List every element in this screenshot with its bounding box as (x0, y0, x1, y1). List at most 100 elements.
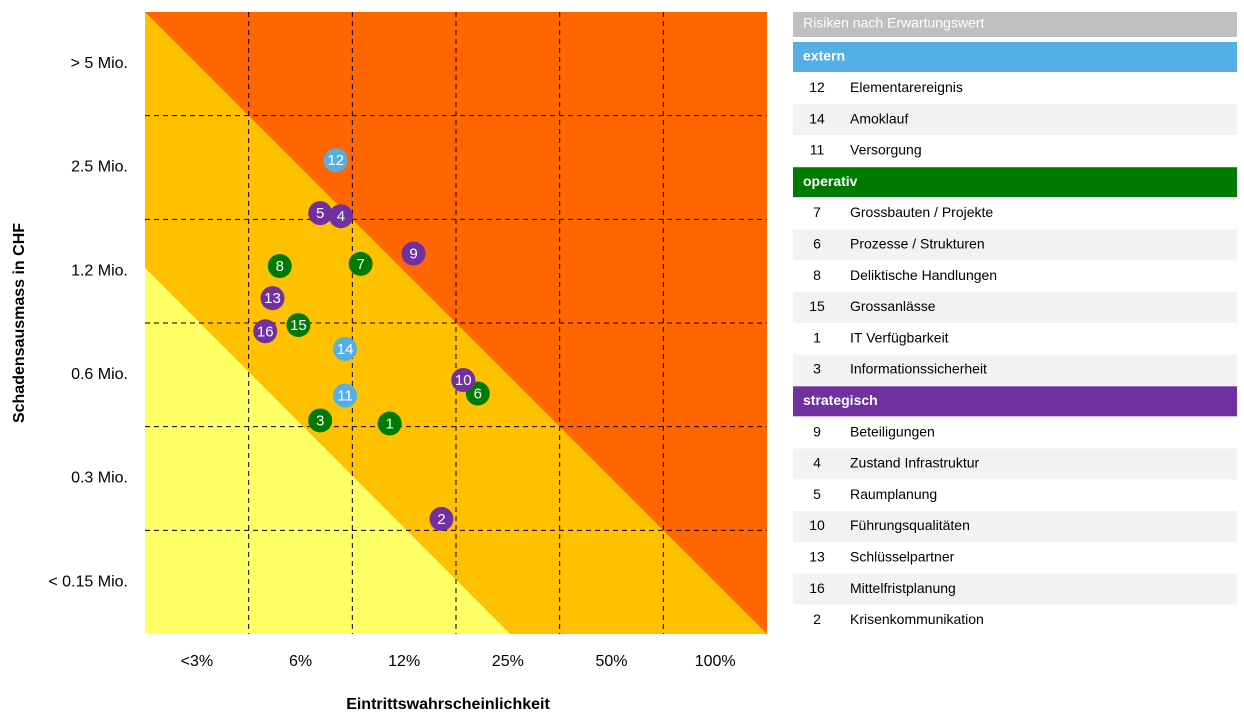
legend-id: 11 (810, 142, 825, 158)
y-tick-label: 1.2 Mio. (71, 262, 128, 279)
legend-row (793, 479, 1237, 511)
legend-id: 4 (813, 455, 821, 471)
legend-label: Beteiligungen (850, 423, 935, 439)
bubble-label: 10 (455, 372, 472, 389)
legend-id: 15 (809, 298, 825, 314)
legend-label: Krisenkommunikation (850, 611, 984, 627)
bubble-label: 14 (337, 341, 354, 358)
risk-bubble (323, 148, 348, 173)
risk-bubble (308, 408, 333, 433)
legend-row (793, 198, 1237, 229)
risk-bubble (286, 313, 311, 338)
risk-bubble (308, 201, 333, 226)
legend-row (793, 260, 1237, 292)
legend-label: Versorgung (850, 142, 922, 158)
legend-row (793, 511, 1237, 542)
legend-label: Zustand Infrastruktur (850, 455, 980, 471)
legend-id: 1 (813, 329, 821, 345)
legend-id: 2 (813, 611, 821, 627)
bubble-label: 4 (337, 208, 345, 225)
legend-row (793, 135, 1237, 167)
legend-id: 3 (813, 361, 821, 377)
risk-bubble (260, 286, 285, 311)
legend-id: 7 (813, 204, 821, 220)
bubble-label: 1 (385, 416, 393, 433)
y-axis-label: Schadensausmass in CHF (11, 223, 28, 423)
legend-row (793, 291, 1237, 323)
bubble-label: 16 (257, 323, 274, 340)
risk-bubble (333, 336, 358, 361)
legend-id: 6 (813, 236, 821, 252)
risk-bubble (253, 319, 278, 344)
risk-bubble (333, 383, 358, 408)
x-tick-label: 100% (695, 653, 736, 670)
bubble-label: 6 (474, 385, 482, 402)
legend-title: Risiken nach Erwartungswert (803, 15, 984, 31)
risk-bubble (451, 368, 476, 393)
legend-group-name: operativ (803, 173, 858, 189)
legend-label: Deliktische Handlungen (850, 267, 997, 283)
legend-label: Mittelfristplanung (850, 580, 956, 596)
legend-id: 16 (809, 580, 825, 596)
legend-row (793, 573, 1237, 605)
legend-id: 12 (809, 79, 825, 95)
legend-label: IT Verfügbarkeit (850, 329, 949, 345)
legend-row (793, 72, 1237, 104)
legend-group (793, 42, 1237, 72)
legend-row (793, 323, 1237, 355)
legend-label: Informationssicherheit (850, 361, 987, 377)
legend-label: Führungsqualitäten (850, 517, 970, 533)
y-tick-label: 0.6 Mio. (71, 366, 128, 383)
bubble-label: 7 (356, 256, 364, 273)
y-tick-label: > 5 Mio. (71, 55, 128, 72)
legend-row (793, 104, 1237, 136)
legend-label: Prozesse / Strukturen (850, 236, 985, 252)
legend-id: 8 (813, 267, 821, 283)
bubble-label: 15 (290, 317, 307, 334)
legend-id: 10 (809, 517, 825, 533)
bubble-label: 11 (337, 388, 353, 405)
legend-row (793, 229, 1237, 261)
legend-label: Elementarereignis (850, 79, 963, 95)
legend-row (793, 448, 1237, 480)
legend-row (793, 604, 1237, 636)
legend-group-name: strategisch (803, 392, 878, 408)
legend-label: Grossanlässe (850, 298, 936, 314)
risk-bubble (328, 204, 353, 229)
legend-header (793, 12, 1237, 37)
legend-id: 14 (809, 110, 825, 126)
risk-bubble (377, 411, 402, 436)
x-tick-label: <3% (181, 653, 213, 670)
bubble-label: 9 (409, 246, 417, 263)
bubble-label: 12 (327, 152, 344, 169)
bubble-label: 2 (437, 511, 445, 528)
x-tick-label: 50% (595, 653, 627, 670)
bubble-label: 13 (264, 290, 281, 307)
x-tick-label: 12% (388, 653, 420, 670)
risk-bubble (348, 251, 373, 276)
legend-row (793, 354, 1237, 386)
risk-bubble (267, 253, 292, 278)
legend-id: 13 (809, 549, 825, 565)
y-tick-label: < 0.15 Mio. (48, 573, 128, 590)
legend-id: 9 (813, 423, 821, 439)
low-zone (145, 268, 510, 634)
x-axis-label: Eintrittswahrscheinlichkeit (346, 696, 550, 713)
y-tick-label: 0.3 Mio. (71, 470, 128, 487)
bubble-label: 3 (316, 412, 324, 429)
x-tick-label: 6% (289, 653, 312, 670)
legend-label: Amoklauf (850, 110, 908, 126)
risk-bubble (429, 506, 454, 531)
y-tick-label: 2.5 Mio. (71, 159, 128, 176)
x-tick-label: 25% (492, 653, 524, 670)
legend-label: Schlüsselpartner (850, 549, 955, 565)
legend-group-name: extern (803, 48, 845, 64)
risk-bubble (401, 241, 426, 266)
legend-label: Raumplanung (850, 486, 937, 502)
bubble-label: 5 (316, 205, 324, 222)
legend-group (793, 167, 1237, 198)
legend-id: 5 (813, 486, 821, 502)
legend-label: Grossbauten / Projekte (850, 204, 993, 220)
bubble-label: 8 (276, 258, 284, 275)
